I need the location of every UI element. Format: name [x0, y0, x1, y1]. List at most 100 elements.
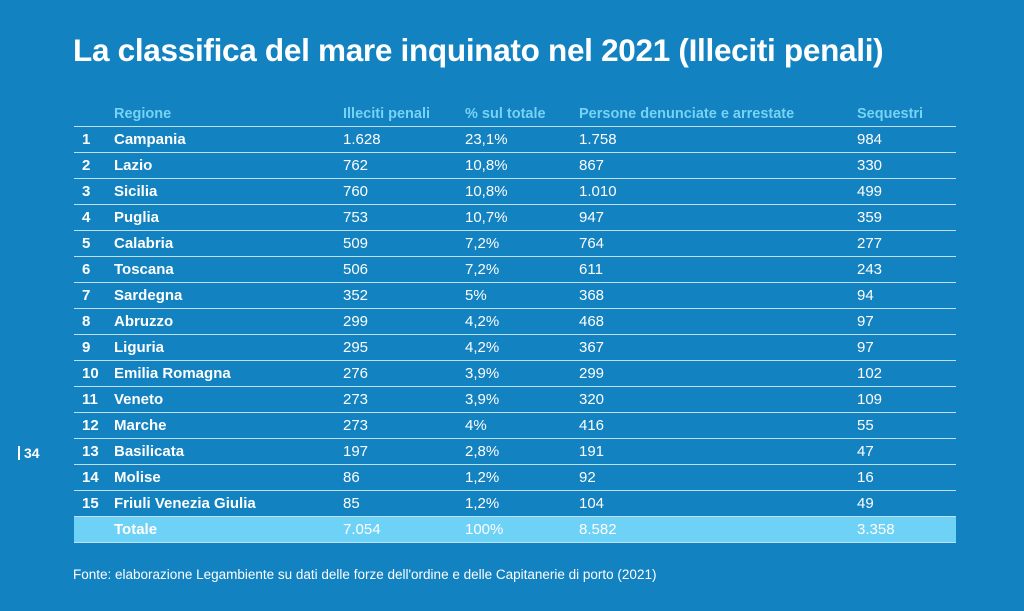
persone-denunciate-cell: 92: [579, 464, 857, 491]
total-percent-total-cell: 100%: [465, 516, 579, 543]
source-note: Fonte: elaborazione Legambiente su dati …: [73, 567, 657, 582]
persone-denunciate-cell: 367: [579, 334, 857, 361]
table-row: 5 Calabria 509 7,2% 764 277: [74, 230, 956, 257]
illeciti-penali-cell: 295: [343, 334, 465, 361]
rank-cell: 6: [74, 256, 114, 283]
illeciti-penali-cell: 509: [343, 230, 465, 257]
rank-cell: 12: [74, 412, 114, 439]
rank-cell: 5: [74, 230, 114, 257]
persone-denunciate-cell: 104: [579, 490, 857, 517]
percent-total-cell: 1,2%: [465, 490, 579, 517]
percent-total-cell: 1,2%: [465, 464, 579, 491]
percent-total-cell: 4%: [465, 412, 579, 439]
rank-cell: 1: [74, 126, 114, 153]
region-cell: Toscana: [114, 256, 343, 283]
header-illeciti-penali: Illeciti penali: [343, 101, 465, 127]
table-row: 9 Liguria 295 4,2% 367 97: [74, 334, 956, 361]
table-row: 2 Lazio 762 10,8% 867 330: [74, 152, 956, 179]
illeciti-penali-cell: 276: [343, 360, 465, 387]
ranking-table: Regione Illeciti penali % sul totale Per…: [74, 101, 956, 543]
persone-denunciate-cell: 1.758: [579, 126, 857, 153]
sequestri-cell: 330: [857, 152, 956, 179]
sequestri-cell: 16: [857, 464, 956, 491]
sequestri-cell: 49: [857, 490, 956, 517]
table-row: 6 Toscana 506 7,2% 611 243: [74, 256, 956, 283]
total-rank-cell: [74, 516, 114, 543]
total-row: Totale 7.054 100% 8.582 3.358: [74, 516, 956, 543]
percent-total-cell: 23,1%: [465, 126, 579, 153]
sequestri-cell: 243: [857, 256, 956, 283]
persone-denunciate-cell: 764: [579, 230, 857, 257]
rank-cell: 14: [74, 464, 114, 491]
persone-denunciate-cell: 1.010: [579, 178, 857, 205]
region-cell: Molise: [114, 464, 343, 491]
table-body: 1 Campania 1.628 23,1% 1.758 984 2 Lazio 762 10,8…: [74, 126, 956, 543]
table-row: 11 Veneto 273 3,9% 320 109: [74, 386, 956, 413]
persone-denunciate-cell: 191: [579, 438, 857, 465]
illeciti-penali-cell: 762: [343, 152, 465, 179]
percent-total-cell: 7,2%: [465, 230, 579, 257]
header-sequestri: Sequestri: [857, 101, 956, 127]
total-region-cell: Totale: [114, 516, 343, 543]
table-row: 13 Basilicata 197 2,8% 191 47: [74, 438, 956, 465]
illeciti-penali-cell: 86: [343, 464, 465, 491]
persone-denunciate-cell: 320: [579, 386, 857, 413]
persone-denunciate-cell: 867: [579, 152, 857, 179]
header-rank: [74, 101, 114, 127]
rank-cell: 15: [74, 490, 114, 517]
region-cell: Calabria: [114, 230, 343, 257]
illeciti-penali-cell: 760: [343, 178, 465, 205]
illeciti-penali-cell: 197: [343, 438, 465, 465]
table-row: 3 Sicilia 760 10,8% 1.010 499: [74, 178, 956, 205]
rank-cell: 4: [74, 204, 114, 231]
percent-total-cell: 4,2%: [465, 308, 579, 335]
sequestri-cell: 359: [857, 204, 956, 231]
sequestri-cell: 277: [857, 230, 956, 257]
persone-denunciate-cell: 368: [579, 282, 857, 309]
illeciti-penali-cell: 352: [343, 282, 465, 309]
page-number: 34: [18, 445, 40, 461]
sequestri-cell: 97: [857, 334, 956, 361]
table-row: 14 Molise 86 1,2% 92 16: [74, 464, 956, 491]
header-persone-denunciate: Persone denunciate e arrestate: [579, 101, 857, 127]
rank-cell: 2: [74, 152, 114, 179]
sequestri-cell: 109: [857, 386, 956, 413]
percent-total-cell: 5%: [465, 282, 579, 309]
persone-denunciate-cell: 947: [579, 204, 857, 231]
table-row: 8 Abruzzo 299 4,2% 468 97: [74, 308, 956, 335]
table-row: 10 Emilia Romagna 276 3,9% 299 102: [74, 360, 956, 387]
illeciti-penali-cell: 299: [343, 308, 465, 335]
region-cell: Lazio: [114, 152, 343, 179]
percent-total-cell: 3,9%: [465, 360, 579, 387]
persone-denunciate-cell: 416: [579, 412, 857, 439]
total-illeciti-penali-cell: 7.054: [343, 516, 465, 543]
region-cell: Friuli Venezia Giulia: [114, 490, 343, 517]
rank-cell: 11: [74, 386, 114, 413]
table-row: 1 Campania 1.628 23,1% 1.758 984: [74, 126, 956, 153]
page-number-bar: [18, 446, 20, 460]
header-percent-total: % sul totale: [465, 101, 579, 127]
rank-cell: 9: [74, 334, 114, 361]
region-cell: Veneto: [114, 386, 343, 413]
total-sequestri-cell: 3.358: [857, 516, 956, 543]
region-cell: Emilia Romagna: [114, 360, 343, 387]
region-cell: Marche: [114, 412, 343, 439]
percent-total-cell: 10,8%: [465, 152, 579, 179]
sequestri-cell: 97: [857, 308, 956, 335]
percent-total-cell: 4,2%: [465, 334, 579, 361]
table-row: 7 Sardegna 352 5% 368 94: [74, 282, 956, 309]
region-cell: Liguria: [114, 334, 343, 361]
region-cell: Basilicata: [114, 438, 343, 465]
rank-cell: 7: [74, 282, 114, 309]
rank-cell: 8: [74, 308, 114, 335]
illeciti-penali-cell: 1.628: [343, 126, 465, 153]
percent-total-cell: 7,2%: [465, 256, 579, 283]
sequestri-cell: 55: [857, 412, 956, 439]
persone-denunciate-cell: 468: [579, 308, 857, 335]
rank-cell: 13: [74, 438, 114, 465]
illeciti-penali-cell: 85: [343, 490, 465, 517]
illeciti-penali-cell: 753: [343, 204, 465, 231]
rank-cell: 3: [74, 178, 114, 205]
total-persone-denunciate-cell: 8.582: [579, 516, 857, 543]
illeciti-penali-cell: 273: [343, 386, 465, 413]
